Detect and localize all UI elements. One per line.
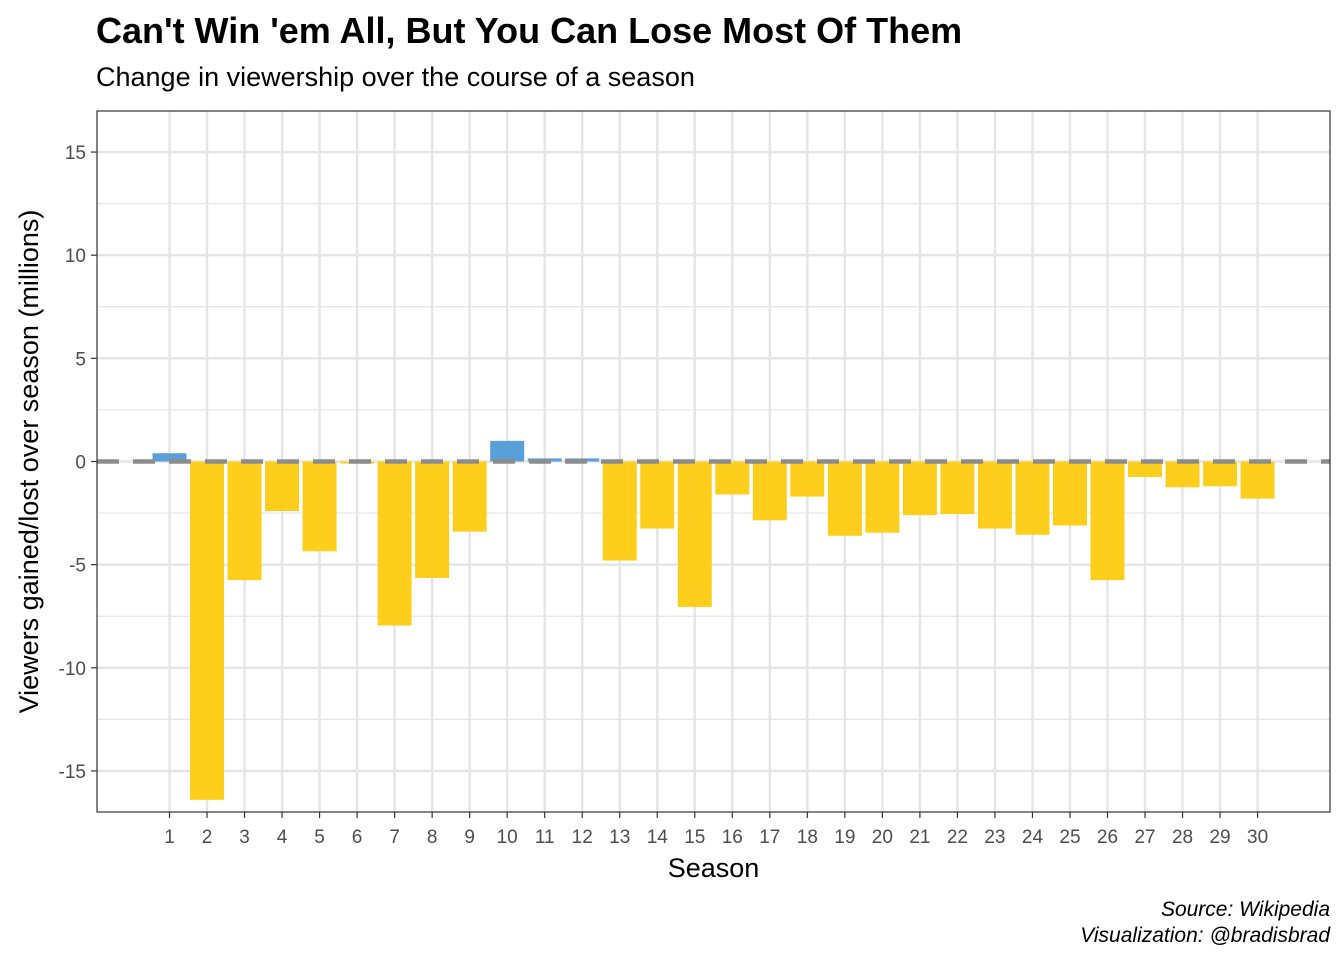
bar-season-19 (827, 461, 862, 536)
x-tick-label: 22 (947, 827, 968, 848)
bar-season-29 (1203, 461, 1238, 487)
y-tick-label: 5 (75, 349, 86, 370)
x-tick-label: 10 (497, 827, 518, 848)
x-tick-label: 24 (1022, 827, 1044, 848)
bar-season-23 (977, 461, 1012, 529)
x-tick-label: 9 (464, 827, 475, 848)
x-tick-label: 20 (872, 827, 893, 848)
x-tick-label: 13 (609, 827, 630, 848)
bar-season-4 (265, 461, 300, 512)
bar-season-9 (452, 461, 487, 532)
x-tick-label: 26 (1097, 827, 1118, 848)
x-tick-label: 28 (1172, 827, 1193, 848)
x-tick-label: 16 (722, 827, 743, 848)
y-tick-label: -10 (59, 659, 86, 680)
source-caption: Source: Wikipedia (1160, 898, 1330, 921)
bar-season-2 (190, 461, 225, 800)
bar-season-15 (677, 461, 712, 607)
x-tick-label: 14 (647, 827, 669, 848)
x-axis-ticks: 1 2 3 4 5 6 7 8 9 10 11 12 13 14 15 16 17 18 19 20 21 22 23 24 2… (164, 812, 1268, 848)
y-tick-label: 0 (75, 453, 86, 474)
visualization-credit: Visualization: @bradisbrad (1080, 924, 1330, 947)
bar-season-26 (1090, 461, 1125, 581)
x-tick-label: 15 (684, 827, 705, 848)
grid-lines (97, 111, 1330, 812)
x-tick-label: 23 (984, 827, 1005, 848)
bar-season-17 (752, 461, 787, 521)
y-tick-label: -5 (69, 556, 86, 577)
x-tick-label: 3 (239, 827, 250, 848)
y-tick-label: 15 (65, 143, 86, 164)
bar-season-24 (1015, 461, 1050, 535)
bar-season-25 (1052, 461, 1087, 526)
bar-season-1 (152, 453, 187, 462)
bar-season-18 (790, 461, 825, 497)
bar-season-16 (715, 461, 750, 495)
bar-season-21 (902, 461, 937, 516)
bars (152, 440, 1275, 800)
x-tick-label: 18 (797, 827, 818, 848)
bar-season-7 (377, 461, 412, 626)
bar-season-10 (490, 440, 525, 462)
bar-season-30 (1240, 461, 1275, 499)
bar-season-14 (640, 461, 675, 529)
x-tick-label: 1 (164, 827, 175, 848)
y-axis-ticks: 15 10 5 0 -5 -10 -15 (59, 143, 97, 783)
x-tick-label: 11 (535, 827, 555, 848)
x-tick-label: 5 (314, 827, 325, 848)
x-tick-label: 7 (389, 827, 400, 848)
x-tick-label: 2 (202, 827, 213, 848)
x-tick-label: 27 (1134, 827, 1155, 848)
chart-title: Can't Win 'em All, But You Can Lose Most… (96, 10, 963, 51)
x-axis-label: Season (668, 853, 760, 883)
x-tick-label: 17 (759, 827, 780, 848)
x-tick-label: 19 (834, 827, 855, 848)
bar-season-3 (227, 461, 262, 581)
x-tick-label: 29 (1209, 827, 1230, 848)
bar-season-20 (865, 461, 900, 533)
x-tick-label: 6 (352, 827, 363, 848)
y-tick-label: 10 (65, 246, 86, 267)
x-tick-label: 12 (572, 827, 593, 848)
chart-subtitle: Change in viewership over the course of … (96, 62, 695, 92)
bar-season-28 (1165, 461, 1200, 488)
x-tick-label: 30 (1247, 827, 1268, 848)
y-axis-label: Viewers gained/lost over season (million… (14, 210, 44, 714)
y-tick-label: -15 (59, 762, 86, 783)
bar-season-8 (415, 461, 450, 579)
bar-season-13 (602, 461, 637, 561)
bar-season-5 (302, 461, 337, 552)
bar-season-27 (1128, 461, 1163, 477)
x-tick-label: 8 (427, 827, 438, 848)
bar-season-22 (940, 461, 975, 515)
x-tick-label: 25 (1059, 827, 1080, 848)
x-tick-label: 21 (909, 827, 930, 848)
x-tick-label: 4 (277, 827, 288, 848)
